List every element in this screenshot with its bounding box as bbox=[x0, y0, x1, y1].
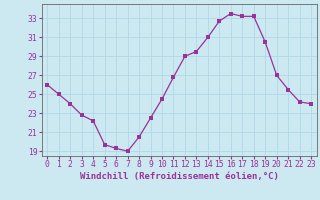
X-axis label: Windchill (Refroidissement éolien,°C): Windchill (Refroidissement éolien,°C) bbox=[80, 172, 279, 181]
